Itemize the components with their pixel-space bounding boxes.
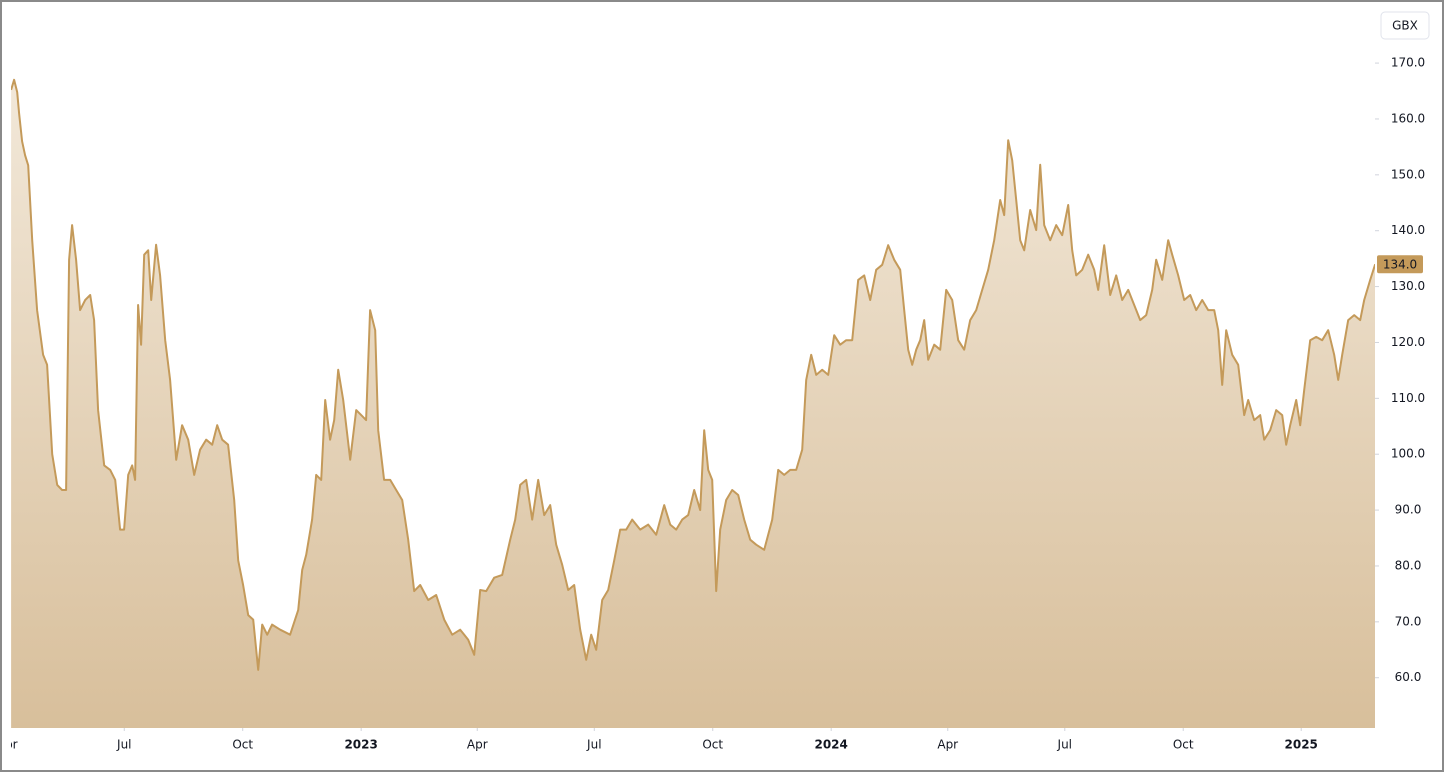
y-tick-label: 140.0 [1391, 223, 1425, 237]
x-tick-label: Oct [232, 738, 253, 752]
y-axis: 60.0 70.0 80.0 90.0 100.0 110.0 120.0 130.0 140.… [1375, 56, 1425, 684]
x-tick-label: 2024 [814, 738, 847, 752]
last-price-tag [1377, 255, 1423, 274]
x-tick-label: Jul [1057, 738, 1072, 752]
unit-label[interactable]: GBX [1392, 19, 1418, 33]
plot-area [11, 78, 1375, 728]
x-tick-label: Apr [937, 738, 958, 752]
y-tick-label: 150.0 [1391, 167, 1425, 181]
x-tick-label: Oct [1173, 738, 1194, 752]
price-line [11, 78, 1375, 671]
y-tick-label: 70.0 [1395, 614, 1422, 628]
x-tick-label: Apr [0, 738, 18, 752]
y-tick-label: 160.0 [1391, 111, 1425, 125]
y-tick-label: 100.0 [1391, 447, 1425, 461]
x-tick-label: 2023 [344, 738, 377, 752]
x-tick-label: 2025 [1285, 738, 1318, 752]
y-tick-label: 90.0 [1395, 503, 1422, 517]
x-axis: Apr Jul Oct 2023 Apr Jul Oct 2024 Apr Jul Oct 2025 [0, 728, 1318, 752]
x-tick-label: Oct [702, 738, 723, 752]
x-tick-label: Jul [116, 738, 131, 752]
y-tick-label: 80.0 [1395, 558, 1422, 572]
x-tick-label: Jul [586, 738, 601, 752]
y-tick-label: 60.0 [1395, 670, 1422, 684]
last-price-label: 134.0 [1383, 258, 1417, 272]
y-tick-label: 170.0 [1391, 56, 1425, 70]
unit-box[interactable] [1380, 11, 1430, 40]
y-tick-label: 120.0 [1391, 335, 1425, 349]
y-tick-label: 110.0 [1391, 391, 1425, 405]
x-tick-label: Apr [467, 738, 488, 752]
area-fill [11, 79, 1375, 728]
y-tick-label: 130.0 [1391, 279, 1425, 293]
